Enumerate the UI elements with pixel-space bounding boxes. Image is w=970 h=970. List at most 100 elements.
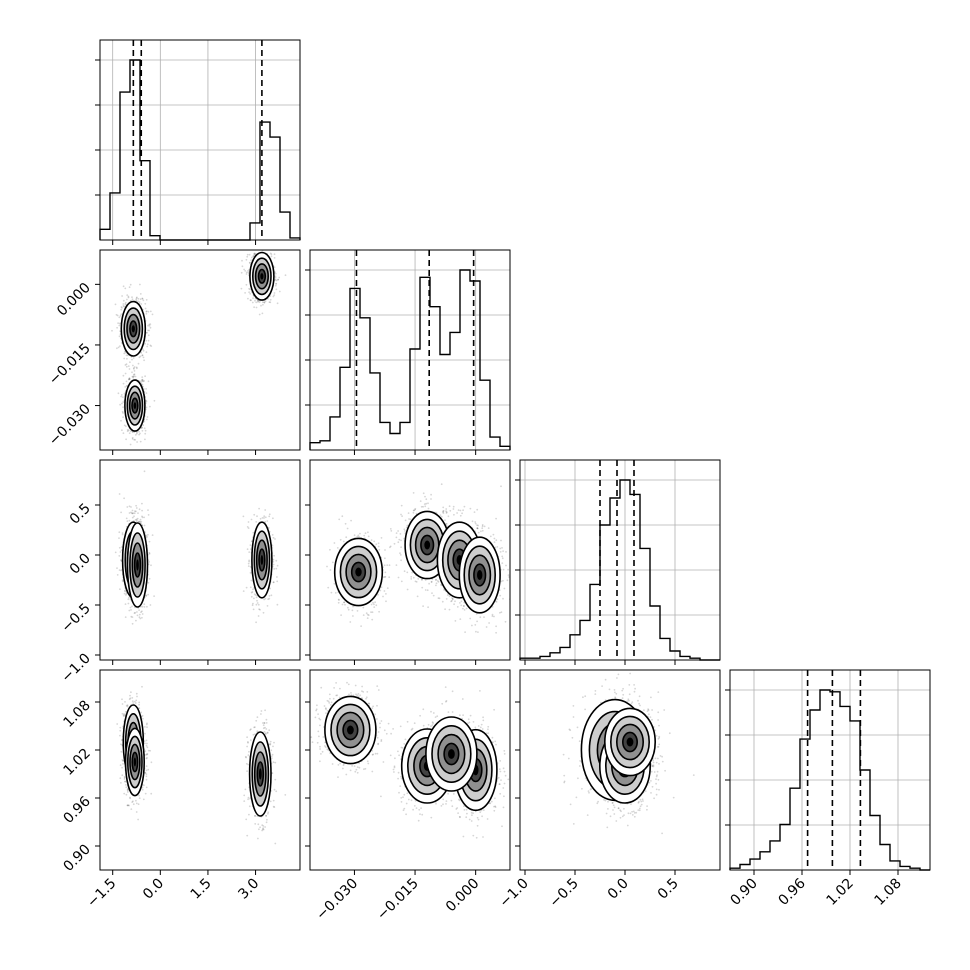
scatter-point: [136, 517, 139, 520]
scatter-point: [116, 723, 119, 725]
scatter-point: [125, 438, 127, 441]
scatter-point: [136, 431, 138, 434]
scatter-point: [264, 516, 267, 519]
scatter-point: [268, 595, 271, 597]
scatter-point: [133, 373, 136, 376]
scatter-point: [141, 788, 144, 791]
scatter-point: [135, 504, 138, 507]
contour-line: [124, 379, 146, 432]
scatter-point: [121, 774, 124, 777]
scatter-point: [116, 326, 118, 329]
scatter-point: [135, 299, 138, 302]
scatter-point: [277, 278, 279, 281]
scatter-point: [124, 710, 127, 713]
scatter-point: [243, 268, 246, 271]
scatter-point: [258, 301, 261, 304]
scatter-point: [128, 377, 131, 380]
scatter-point: [146, 536, 149, 538]
scatter-point: [241, 259, 243, 262]
scatter-point: [123, 352, 126, 355]
scatter-point: [141, 714, 144, 717]
scatter-point: [146, 753, 149, 755]
scatter-point: [128, 505, 131, 508]
scatter-point: [125, 592, 128, 595]
scatter-point: [142, 379, 145, 382]
scatter-point: [129, 606, 132, 609]
scatter-point: [269, 245, 271, 247]
scatter-point: [121, 295, 123, 297]
scatter-point: [124, 351, 127, 354]
scatter-point: [250, 518, 253, 521]
scatter-point: [120, 395, 122, 398]
scatter-point: [258, 828, 260, 831]
scatter-point: [125, 704, 128, 707]
scatter-point: [273, 253, 276, 256]
scatter-point: [126, 791, 129, 793]
scatter-point: [263, 517, 265, 519]
scatter-point: [144, 307, 147, 310]
scatter-point: [132, 364, 134, 367]
scatter-point: [147, 334, 150, 337]
contour-line: [249, 251, 275, 301]
scatter-point: [132, 375, 135, 378]
scatter-point: [130, 808, 133, 810]
scatter-point: [272, 536, 275, 539]
scatter-point: [263, 301, 266, 304]
scatter-point: [131, 298, 134, 301]
scatter-point: [121, 533, 124, 536]
scatter-point: [121, 429, 123, 432]
scatter-point: [122, 305, 125, 307]
scatter-point: [145, 400, 148, 403]
scatter-point: [145, 392, 148, 394]
scatter-point: [276, 603, 279, 606]
scatter-point: [252, 297, 254, 300]
scatter-point: [135, 699, 138, 702]
scatter-point: [144, 726, 146, 728]
scatter-point: [139, 380, 142, 383]
scatter-point: [240, 271, 243, 274]
scatter-point: [138, 703, 141, 706]
scatter-point: [272, 581, 275, 584]
scatter-point: [256, 602, 259, 604]
scatter-point: [118, 316, 121, 319]
scatter-point: [246, 255, 249, 258]
scatter-point: [135, 619, 137, 622]
scatter-point: [148, 561, 151, 563]
scatter-point: [274, 276, 277, 279]
scatter-point: [138, 707, 141, 710]
scatter-point: [122, 715, 125, 717]
scatter-point: [135, 811, 138, 813]
scatter-point: [143, 784, 145, 787]
scatter-point: [138, 613, 141, 616]
scatter-point: [118, 569, 121, 571]
scatter-point: [124, 603, 127, 605]
scatter-point: [252, 255, 255, 258]
scatter-point: [246, 526, 249, 528]
scatter-point: [275, 790, 278, 793]
panel-2-0: [95, 459, 301, 665]
scatter-point: [248, 253, 251, 256]
scatter-point: [126, 705, 129, 708]
scatter-point: [277, 278, 280, 281]
scatter-point: [119, 734, 121, 737]
scatter-point: [142, 717, 144, 720]
scatter-point: [267, 243, 269, 245]
scatter-point: [147, 749, 150, 752]
scatter-point: [261, 824, 264, 826]
scatter-point: [146, 418, 148, 421]
contour-line: [126, 385, 144, 426]
scatter-point: [131, 512, 134, 514]
scatter-point: [119, 726, 122, 729]
scatter-point: [153, 595, 156, 597]
scatter-point: [147, 380, 150, 383]
scatter-point: [131, 700, 134, 703]
scatter-point: [115, 313, 118, 316]
scatter-point: [264, 242, 266, 244]
scatter-point: [247, 521, 250, 523]
scatter-point: [255, 603, 258, 606]
scatter-point: [128, 377, 131, 379]
scatter-point: [245, 258, 248, 261]
scatter-point: [123, 792, 126, 795]
scatter-point: [120, 313, 123, 316]
scatter-point: [273, 294, 276, 296]
